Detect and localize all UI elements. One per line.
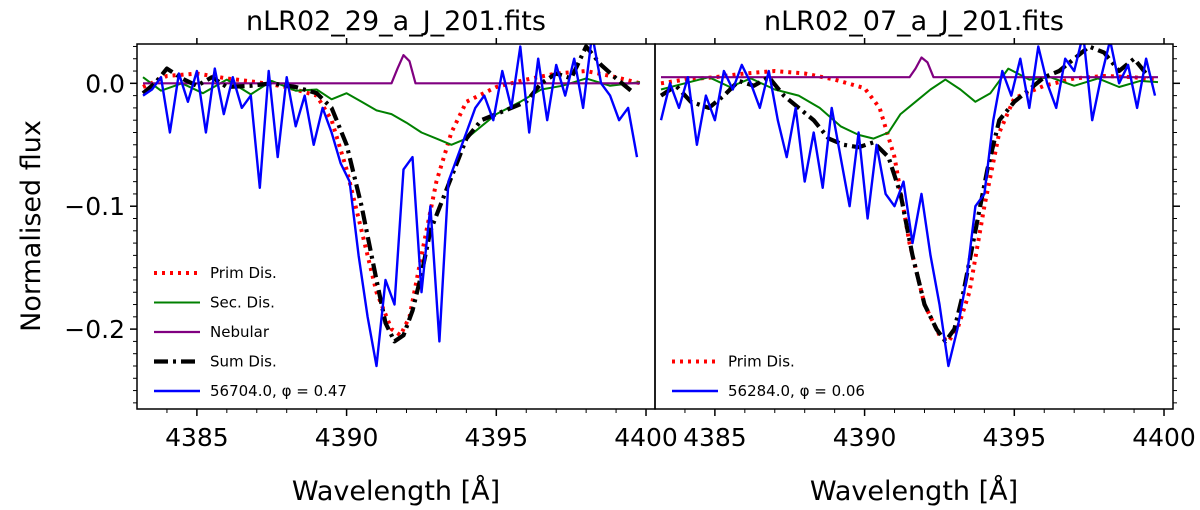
chart-panel-2: nLR02_07_a_J_201.fits 4385 4390 4395 4400 Wav…	[654, 6, 1196, 507]
x-tick-label: 4385	[683, 423, 747, 452]
x-tick-label: 4395	[464, 423, 528, 452]
x-tick-label: 4395	[982, 423, 1046, 452]
legend-label: Prim Dis.	[728, 353, 795, 371]
plot-frame	[654, 43, 1174, 410]
series-group	[659, 44, 1159, 368]
series-line-nebular	[661, 56, 1158, 79]
chart-panel-1: nLR02_29_a_J_201.fits 4385 4390 4395 4400 0.0…	[64, 6, 678, 507]
chart-title: nLR02_29_a_J_201.fits	[246, 6, 546, 37]
legend-label: 56284.0, φ = 0.06	[728, 382, 865, 400]
legend-label: Sec. Dis.	[210, 294, 275, 312]
legend: Prim Dis. 56284.0, φ = 0.06	[672, 353, 865, 400]
x-axis-label: Wavelength [Å]	[810, 475, 1018, 507]
legend-label: Prim Dis.	[210, 264, 277, 282]
x-tick-label: 4400	[1132, 423, 1196, 452]
series-line-prim-dis-	[660, 69, 1159, 344]
y-tick-label: −0.2	[64, 315, 125, 344]
series-line-sum-dis-	[141, 44, 633, 344]
x-tick-label: 4385	[165, 423, 229, 452]
series-line-nebular	[143, 53, 640, 85]
y-tick-label: −0.1	[64, 192, 125, 221]
chart-title: nLR02_07_a_J_201.fits	[764, 6, 1064, 37]
x-tick-label: 4390	[315, 423, 379, 452]
series-line-56284-0-0-06	[659, 44, 1157, 368]
legend-label: Sum Dis.	[210, 353, 277, 371]
legend: Prim Dis. Sec. Dis. Nebular Sum Dis. 56704.0…	[154, 264, 347, 400]
x-axis-label: Wavelength [Å]	[292, 475, 500, 507]
x-tick-label: 4400	[614, 423, 678, 452]
legend-label: Nebular	[210, 323, 270, 341]
series-line-56704-0-0-47	[142, 44, 639, 368]
series-group	[141, 44, 641, 368]
x-tick-label: 4390	[833, 423, 897, 452]
y-tick-label: 0.0	[85, 69, 125, 98]
y-axis-label: Normalised flux	[16, 120, 47, 332]
legend-label: 56704.0, φ = 0.47	[210, 382, 347, 400]
